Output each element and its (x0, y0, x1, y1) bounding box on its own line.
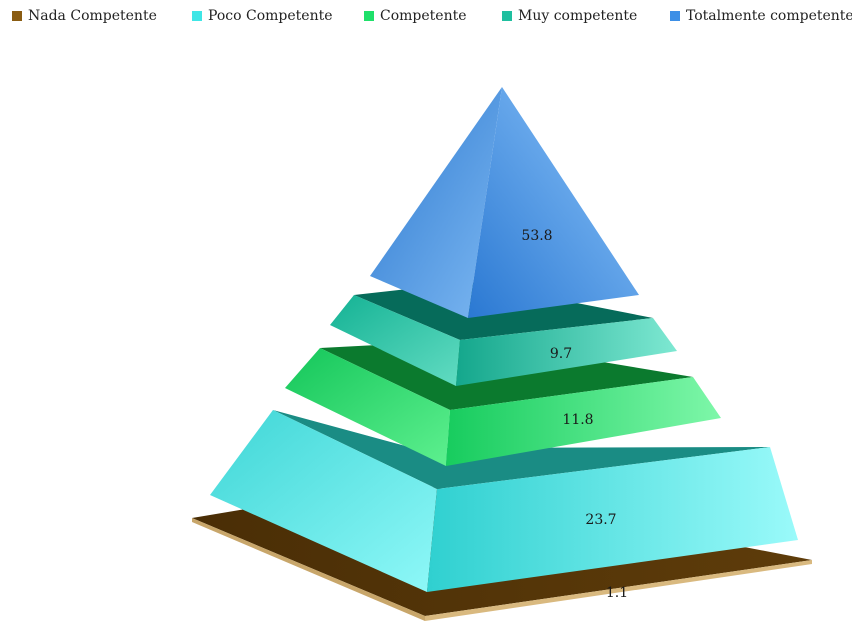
legend-label: Muy competente (518, 8, 638, 24)
legend-swatch (364, 11, 374, 21)
legend-swatch (192, 11, 202, 21)
data-label-muy-competente: 9.7 (550, 346, 572, 362)
legend-label: Totalmente competente (686, 8, 852, 24)
legend-swatch (670, 11, 680, 21)
legend-item-totalmente-competente[interactable]: Totalmente competente (670, 8, 852, 24)
layer-right-face (456, 318, 677, 386)
data-label-nada-competente: 1.1 (606, 585, 628, 601)
legend-item-muy-competente[interactable]: Muy competente (502, 8, 637, 24)
layer-left-face (210, 410, 437, 592)
legend-swatch (502, 11, 512, 21)
legend-label: Competente (380, 8, 467, 24)
layer-right-face (425, 560, 812, 621)
legend: Nada Competente Poco Competente Competen… (0, 8, 852, 32)
legend-item-competente[interactable]: Competente (364, 8, 467, 24)
data-label-competente: 11.8 (562, 412, 593, 428)
data-label-poco-competente: 23.7 (585, 512, 616, 528)
layer-right-face (468, 87, 639, 318)
layer-right-face (446, 377, 721, 466)
legend-label: Nada Competente (28, 8, 157, 24)
layer-left-face (192, 518, 425, 621)
data-label-totalmente-competente: 53.8 (521, 228, 552, 244)
legend-label: Poco Competente (208, 8, 333, 24)
legend-swatch (12, 11, 22, 21)
layer-left-face (330, 295, 460, 386)
layer-left-face (285, 348, 450, 466)
legend-item-nada-competente[interactable]: Nada Competente (12, 8, 157, 24)
layer-left-face (370, 87, 502, 318)
layer-right-face (427, 447, 798, 592)
pyramid-layer-totalmente-competente: 53.8 (370, 87, 639, 318)
legend-item-poco-competente[interactable]: Poco Competente (192, 8, 333, 24)
